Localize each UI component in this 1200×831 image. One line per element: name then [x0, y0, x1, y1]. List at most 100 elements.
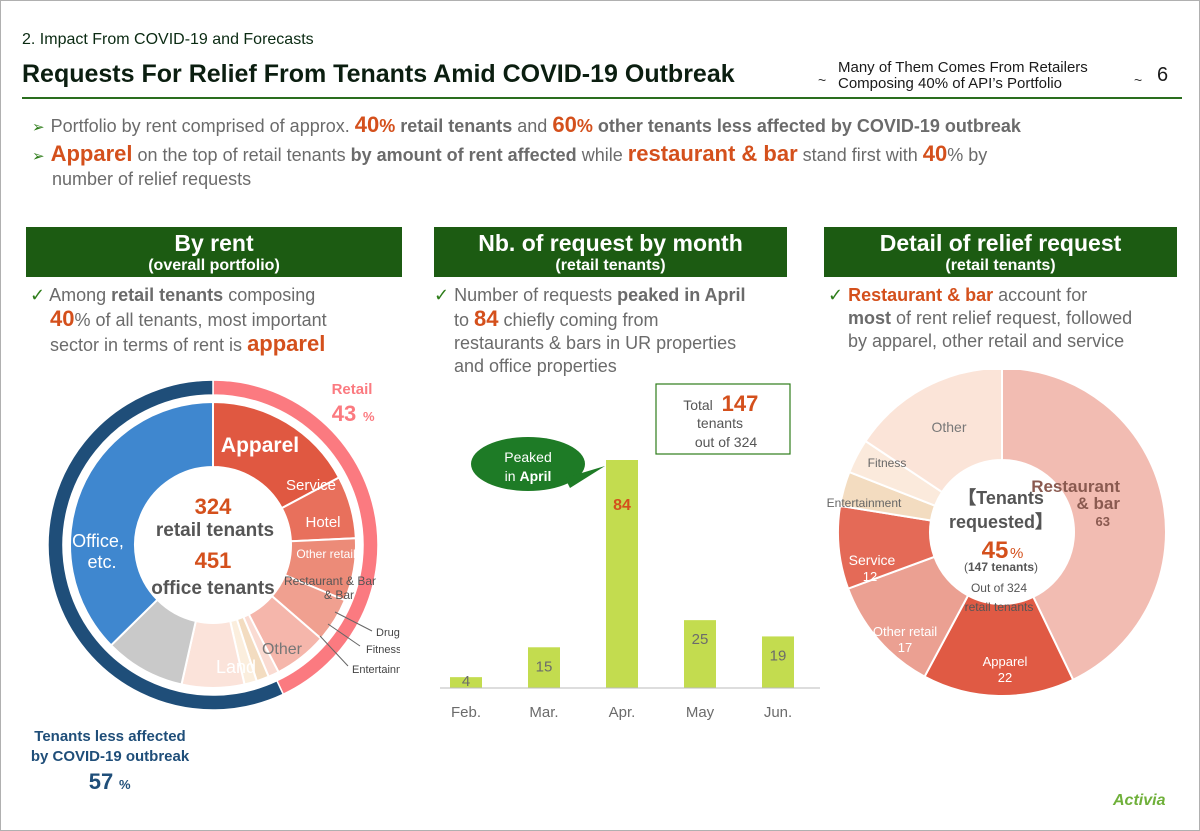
detail-label-other-retail: Other retail: [873, 624, 937, 639]
detail-value-apparel: 22: [998, 670, 1012, 685]
callout-line2-a: in: [505, 468, 520, 484]
center-l4: retail tenants: [965, 600, 1034, 614]
arrow-icon: ➢: [32, 119, 45, 136]
center-office-count: 451: [195, 548, 232, 573]
center-l3: Out of 324: [971, 581, 1027, 595]
month-g: and office properties: [454, 356, 617, 376]
label-office-2: etc.: [87, 552, 116, 572]
detail-slice-other: [864, 370, 1003, 494]
panel-subtitle-month: (retail tenants): [555, 257, 666, 274]
detail-e: by apparel, other retail and service: [848, 331, 1125, 351]
arrow-icon: ➢: [32, 148, 45, 165]
rent-d: 40: [50, 306, 75, 331]
bar-apr: [606, 460, 638, 688]
month-b: peaked in April: [617, 285, 746, 305]
bullet-1: ➢ Portfolio by rent comprised of approx. …: [32, 114, 1021, 139]
less-affected-label-1: Tenants less affected: [34, 728, 185, 745]
less-affected-label-2: by COVID-19 outbreak: [31, 748, 190, 765]
detail-slice-restaurant: [1001, 370, 1167, 682]
bar-value-may: 25: [692, 631, 709, 648]
label-fitness: Fitness: [366, 644, 400, 656]
center-pct: 45: [982, 537, 1009, 564]
subtitle-lines: Many of Them Comes From Retailers Compos…: [838, 60, 1088, 92]
b1-t3: and: [512, 116, 553, 136]
bar-value-feb: 4: [462, 673, 470, 690]
b2-t9: number of relief requests: [52, 169, 252, 189]
check-icon: ✓: [30, 285, 50, 305]
subtitle-line1: Many of Them Comes From Retailers: [838, 59, 1088, 76]
label-restaurant-bar: Restaurant & Bar: [284, 574, 376, 588]
center-sub-b: ): [1034, 560, 1038, 574]
month-f: restaurants & bars in UR properties: [454, 333, 737, 353]
center-sub: (147 tenants): [964, 560, 1038, 574]
b1-n1: 40: [354, 112, 380, 137]
center-retail-count: 324: [195, 494, 232, 519]
less-affected-pct: %: [119, 777, 131, 792]
month-d: 84: [474, 306, 499, 331]
label-hotel: Hotel: [305, 514, 340, 531]
label-service: Service: [286, 477, 336, 494]
check-icon: ✓: [434, 285, 455, 305]
detail-label-restaurant-2: & bar: [1077, 494, 1121, 513]
month-c: to: [454, 310, 475, 330]
bar-mar: [528, 647, 560, 688]
month-bar-chart: 4 15 84 25 19 Feb. Mar. Apr. May Jun. Peaked in …: [440, 383, 820, 721]
section-label: 2. Impact From COVID-19 and Forecasts: [22, 31, 314, 48]
label-office: Office,: [72, 531, 124, 551]
detail-value-restaurant: 63: [1096, 514, 1110, 529]
bar-value-mar: 15: [536, 658, 553, 675]
leader-drug-store: [334, 611, 373, 632]
b2-t7: 40: [922, 141, 948, 166]
callout-line2-b: April: [519, 468, 551, 484]
b2-t3: by amount of rent affected: [350, 145, 577, 165]
detail-value-other-retail: 17: [898, 640, 912, 655]
detail-slice-apparel: [923, 594, 1075, 697]
panel-header-detail: Detail of relief request (retail tenants…: [824, 227, 1177, 277]
b2-t2: on the top of retail tenants: [132, 145, 351, 165]
center-sub-n: 147 tenants: [968, 560, 1034, 574]
subtitle-line2: Composing 40% of API’s Portfolio: [838, 75, 1063, 92]
inner-slice-office-etc: [69, 400, 214, 647]
b2-t1: Apparel: [50, 141, 133, 166]
detail-a: Restaurant & bar: [848, 285, 994, 305]
x-tick-jun: Jun.: [764, 704, 792, 721]
panel-text-detail: ✓ Restaurant & bar account for most of r…: [828, 284, 1188, 353]
b1-u1: %: [379, 116, 396, 136]
callout-pointer: [565, 466, 605, 488]
label-apparel: Apparel: [221, 434, 299, 457]
retail-pct: %: [363, 409, 375, 424]
panel-text-month: ✓ Number of requests peaked in April to …: [434, 284, 794, 378]
page-title: Requests For Relief From Tenants Amid CO…: [22, 60, 735, 88]
center-sub-a: (: [964, 560, 968, 574]
leader-entertainment: [319, 635, 349, 667]
month-a: Number of requests: [454, 285, 618, 305]
detail-label-fitness: Fitness: [868, 456, 907, 470]
less-affected-value: 57: [89, 769, 113, 794]
rent-f: sector in terms of rent is: [50, 335, 248, 355]
peak-callout: Peaked in April: [471, 437, 605, 491]
title-rule: [22, 97, 1182, 99]
panel-text-rent: ✓ Among retail tenants composing 40% of …: [30, 284, 410, 357]
label-drug-store: Drug store: [376, 627, 400, 639]
bullet-2: ➢ Apparel on the top of retail tenants by…: [32, 143, 987, 190]
panel-header-month: Nb. of request by month (retail tenants): [434, 227, 787, 277]
detail-b: account for: [993, 285, 1088, 305]
b1-u2: %: [576, 116, 593, 136]
bar-value-apr: 84: [613, 497, 631, 514]
panel-header-rent: By rent (overall portfolio): [26, 227, 402, 277]
b1-t4: other tenants less affected by COVID-19 …: [592, 116, 1021, 136]
b2-t4: while: [576, 145, 628, 165]
center-l2: requested】: [949, 512, 1053, 532]
bar-value-jun: 19: [770, 647, 787, 664]
activia-logo: Activia: [1113, 792, 1166, 809]
b2-t8: % by: [947, 145, 988, 165]
rent-c: composing: [223, 285, 316, 305]
retail-label: Retail: [332, 381, 373, 398]
callout-line1: Peaked: [504, 449, 551, 465]
x-tick-apr: Apr.: [609, 704, 636, 721]
bar-may: [684, 620, 716, 688]
total-line3: out of 324: [695, 434, 757, 450]
panel-title-detail: Detail of relief request: [879, 230, 1122, 256]
label-land: Land: [216, 657, 256, 677]
b2-t6: stand first with: [797, 145, 923, 165]
